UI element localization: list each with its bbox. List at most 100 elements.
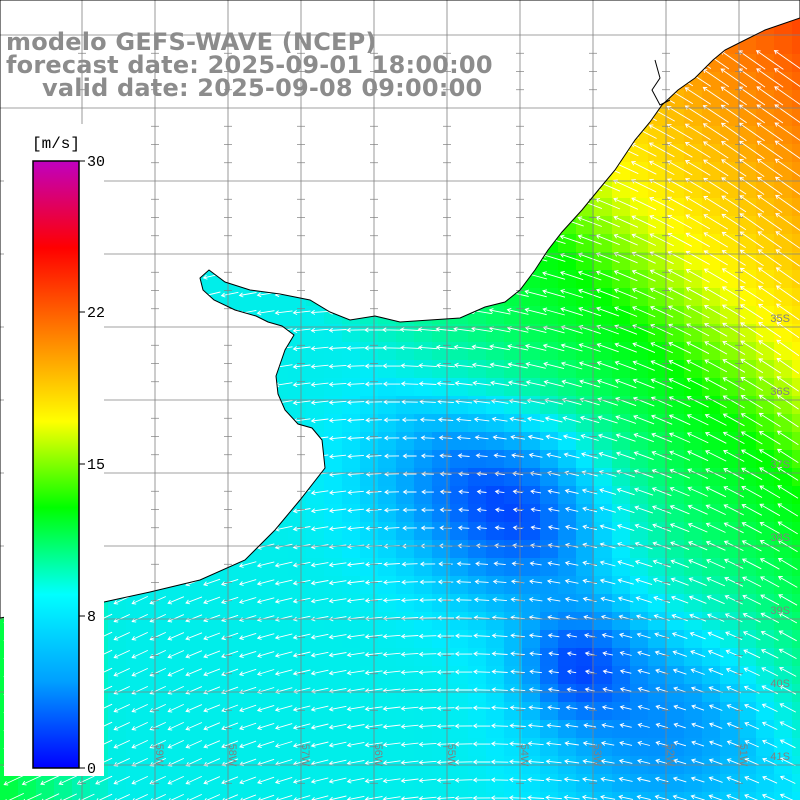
- speed-cell: [558, 666, 577, 685]
- speed-cell: [720, 684, 739, 703]
- wind-arrow: [256, 740, 275, 749]
- wind-arrow: [690, 758, 705, 765]
- wind-arrow: [436, 669, 455, 675]
- speed-cell: [666, 180, 685, 199]
- wind-arrow: [669, 468, 690, 479]
- speed-cell: [666, 270, 685, 289]
- wind-arrow: [578, 343, 601, 352]
- speed-cell: [360, 432, 379, 451]
- wind-arrow: [400, 363, 419, 369]
- speed-cell: [738, 252, 757, 271]
- speed-cell: [486, 306, 505, 325]
- speed-cell: [270, 792, 289, 800]
- wind-arrow: [762, 757, 778, 766]
- wind-arrow: [599, 524, 616, 531]
- wind-arrow: [650, 342, 674, 354]
- speed-cell: [702, 432, 721, 451]
- speed-cell: [324, 324, 343, 343]
- wind-arrow: [707, 649, 724, 658]
- wind-arrow: [741, 522, 762, 534]
- wind-arrow: [685, 214, 711, 230]
- speed-cell: [756, 486, 775, 505]
- speed-cell: [702, 144, 721, 163]
- wind-arrow: [723, 486, 745, 498]
- speed-cell: [378, 702, 397, 721]
- wind-arrow: [636, 776, 651, 782]
- wind-arrow: [524, 289, 547, 298]
- wind-arrow: [203, 578, 221, 587]
- speed-cell: [432, 594, 451, 613]
- wind-arrow: [455, 633, 473, 639]
- speed-cell: [774, 720, 793, 739]
- speed-cell: [648, 288, 667, 307]
- wind-arrow: [310, 597, 329, 604]
- wind-arrow: [687, 468, 709, 480]
- speed-cell: [432, 414, 451, 433]
- speed-cell: [450, 666, 469, 685]
- wind-arrow: [702, 123, 729, 141]
- speed-cell: [612, 414, 631, 433]
- speed-cell: [558, 702, 577, 721]
- wind-arrow: [758, 340, 782, 356]
- speed-cell: [738, 396, 757, 415]
- wind-arrow: [740, 304, 764, 320]
- speed-cell: [378, 576, 397, 595]
- wind-arrow: [654, 794, 669, 800]
- wind-arrow: [686, 432, 709, 444]
- speed-cell: [378, 792, 397, 800]
- wind-arrow: [542, 289, 566, 298]
- speed-cell: [702, 774, 721, 793]
- wind-arrow: [688, 595, 707, 604]
- wind-arrow: [705, 450, 727, 462]
- wind-arrow: [758, 431, 781, 445]
- speed-cell: [594, 414, 613, 433]
- speed-cell: [774, 144, 793, 163]
- speed-cell: [630, 378, 649, 397]
- wind-arrow: [649, 233, 675, 247]
- wind-arrow: [421, 489, 434, 495]
- speed-cell: [540, 450, 559, 469]
- wind-arrow: [436, 633, 455, 639]
- speed-cell: [342, 612, 361, 631]
- wind-arrow: [762, 775, 778, 784]
- speed-cell: [594, 558, 613, 577]
- speed-cell: [180, 648, 199, 667]
- speed-cell: [630, 540, 649, 559]
- speed-cell: [630, 396, 649, 415]
- speed-cell: [450, 648, 469, 667]
- wind-arrow: [740, 377, 764, 391]
- wind-arrow: [619, 705, 632, 710]
- speed-cell: [792, 720, 800, 739]
- wind-arrow: [310, 364, 329, 370]
- wind-arrow: [739, 231, 764, 249]
- speed-cell: [432, 648, 451, 667]
- speed-cell: [486, 378, 505, 397]
- wind-arrow: [456, 579, 472, 585]
- wind-arrow: [113, 757, 130, 767]
- speed-cell: [468, 432, 487, 451]
- wind-arrow: [542, 343, 565, 352]
- wind-arrow: [382, 742, 401, 748]
- speed-cell: [486, 738, 505, 757]
- speed-cell: [162, 648, 181, 667]
- wind-arrow: [347, 526, 365, 532]
- wind-arrow: [687, 450, 709, 462]
- wind-arrow: [400, 381, 419, 387]
- wind-arrow: [775, 194, 800, 213]
- wind-arrow: [113, 721, 130, 731]
- wind-arrow: [507, 380, 528, 387]
- speed-cell: [792, 198, 800, 217]
- wind-arrow: [292, 579, 311, 586]
- wind-arrow: [619, 632, 633, 639]
- wind-arrow: [382, 634, 401, 639]
- speed-cell: [558, 432, 577, 451]
- speed-cell: [792, 72, 800, 91]
- speed-cell: [792, 306, 800, 325]
- speed-cell: [558, 396, 577, 415]
- speed-cell: [648, 522, 667, 541]
- speed-cell: [396, 324, 415, 343]
- colorbar-tick-label: 8: [87, 609, 96, 626]
- wind-arrow: [722, 431, 745, 444]
- wind-arrow: [709, 740, 723, 747]
- wind-arrow: [346, 598, 365, 604]
